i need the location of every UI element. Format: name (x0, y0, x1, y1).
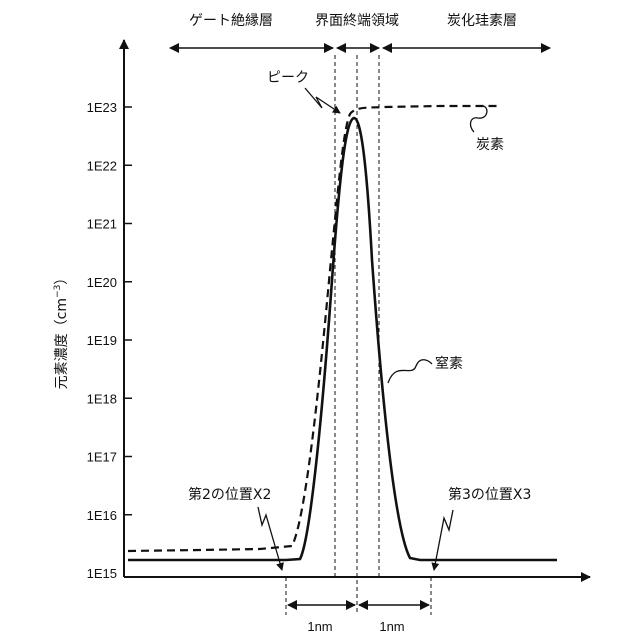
position3-label: 第3の位置X3 (448, 486, 531, 503)
y-tick-label: 1E23 (87, 100, 117, 115)
y-tick-label: 1E17 (87, 450, 117, 465)
y-axis-label-unit-sup: −3 (53, 285, 63, 298)
nitrogen-leader (388, 360, 432, 383)
y-axis-label-unit-suffix: ） (54, 271, 70, 285)
y-axis-ticks: 1E15 1E16 1E17 1E18 1E19 1E20 1E21 1E22 1E23 (87, 100, 132, 581)
y-axis-label: 元素濃度（cm−3） (53, 271, 70, 390)
nitrogen-label: 窒素 (435, 355, 463, 372)
dimension-label-right: 1nm (379, 619, 404, 634)
y-tick-label: 1E18 (87, 391, 117, 406)
y-axis-label-quantity: 元素濃度 (54, 333, 70, 389)
peak-label: ピーク (267, 70, 309, 86)
y-tick-label: 1E22 (87, 158, 117, 173)
y-tick-label: 1E15 (87, 566, 117, 581)
carbon-leader (471, 106, 487, 132)
region-label-interface-termination: 界面終端領域 (315, 12, 399, 29)
y-tick-label: 1E19 (87, 333, 117, 348)
region-label-silicon-carbide-layer: 炭化珪素層 (447, 13, 517, 29)
y-tick-label: 1E21 (87, 217, 117, 232)
y-tick-label: 1E16 (87, 508, 117, 523)
y-tick-label: 1E20 (87, 275, 117, 290)
carbon-label: 炭素 (476, 137, 504, 153)
dimension-label-left: 1nm (307, 619, 332, 634)
region-label-gate-insulating-layer: ゲート絶縁層 (189, 13, 273, 29)
y-axis-label-unit-prefix: （cm (54, 298, 70, 333)
position2-label: 第2の位置X2 (188, 486, 271, 503)
